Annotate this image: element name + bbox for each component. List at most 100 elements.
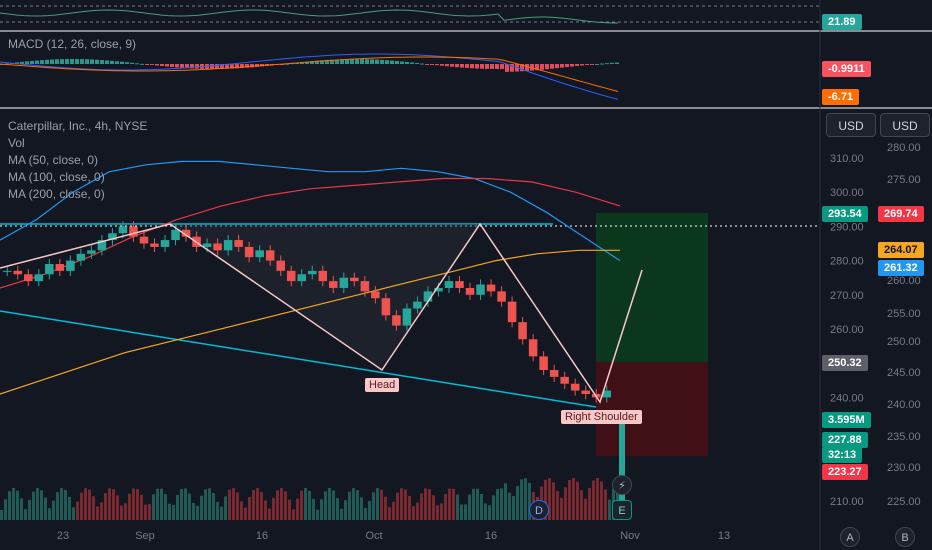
- macd-bar: [330, 59, 334, 64]
- volume-bar: [548, 478, 551, 520]
- volume-bar: [144, 504, 147, 520]
- ma-blue-tag: 261.32: [878, 260, 924, 276]
- macd-bar: [450, 64, 454, 67]
- macd-bar: [235, 64, 239, 69]
- volume-bar: [32, 491, 35, 520]
- macd-bar: [65, 59, 69, 64]
- volume-bar: [196, 505, 199, 520]
- volume-bar: [112, 489, 115, 520]
- currency-button-left[interactable]: USD: [826, 113, 876, 137]
- stop-price-tag: 250.32: [822, 355, 868, 371]
- volume-tag: 3.595M: [822, 412, 871, 428]
- volume-bar: [48, 508, 51, 520]
- chart-title: Caterpillar, Inc., 4h, NYSE: [8, 119, 148, 133]
- volume-bar: [492, 495, 495, 520]
- legend-ma50: MA (50, close, 0): [8, 153, 99, 167]
- macd-bar: [565, 64, 569, 68]
- volume-bar: [480, 494, 483, 520]
- volume-bar: [68, 496, 71, 520]
- ma-orange-tag: 264.07: [878, 242, 924, 258]
- macd-bar: [305, 61, 309, 64]
- macd-signal-line: [0, 56, 619, 92]
- volume-bar: [296, 498, 299, 520]
- volume-bar: [372, 492, 375, 520]
- head-label[interactable]: Head: [365, 378, 400, 392]
- volume-bar: [160, 488, 163, 520]
- volume-bar: [96, 506, 99, 520]
- volume-bar: [344, 500, 347, 520]
- volume-bar: [352, 488, 355, 520]
- axis-auto-button[interactable]: A: [840, 527, 860, 547]
- macd-bar: [250, 64, 254, 68]
- volume-bar: [388, 507, 391, 520]
- candle-body: [497, 291, 506, 302]
- macd-bar: [20, 61, 24, 64]
- macd-bar: [135, 63, 139, 65]
- macd-bar: [455, 64, 459, 68]
- volume-bar: [508, 492, 511, 520]
- volume-bar: [424, 488, 427, 520]
- volume-bar: [376, 488, 379, 520]
- volume-bar: [84, 488, 87, 520]
- volume-bar: [72, 507, 75, 520]
- macd-bar: [285, 63, 289, 65]
- candle-body: [360, 281, 370, 292]
- volume-bar: [4, 499, 7, 520]
- volume-bar: [280, 488, 283, 520]
- volume-bar: [300, 490, 303, 520]
- volume-bar: [12, 488, 15, 520]
- macd-bar: [390, 60, 394, 64]
- volume-bar: [320, 499, 323, 520]
- volume-bar: [264, 500, 267, 520]
- candle-body: [160, 240, 170, 247]
- candle-body: [371, 291, 380, 299]
- macd-bar: [115, 61, 119, 64]
- candle-body: [476, 284, 485, 295]
- volume-bar: [584, 498, 587, 520]
- volume-bar: [496, 489, 499, 520]
- macd-bar: [615, 62, 619, 64]
- volume-bar: [200, 495, 203, 520]
- price-tick-right: 235.00: [887, 431, 921, 443]
- price-tick-left: 260.00: [830, 324, 864, 336]
- macd-bar: [415, 62, 419, 64]
- candle-body: [507, 301, 517, 323]
- volume-bar: [316, 509, 319, 520]
- volume-bar: [356, 490, 359, 520]
- candle-body: [318, 270, 328, 282]
- macd-bar: [325, 59, 329, 64]
- right-shoulder-label[interactable]: Right Shoulder: [561, 410, 642, 424]
- volume-bar: [256, 488, 259, 520]
- macd-bar: [170, 64, 174, 67]
- currency-button-right[interactable]: USD: [880, 113, 930, 137]
- macd-bar: [470, 64, 474, 69]
- price-tick-left: 210.00: [830, 496, 864, 508]
- macd-bar: [35, 60, 39, 64]
- volume-bar: [104, 493, 107, 520]
- volume-bar: [248, 497, 251, 520]
- macd-bar: [85, 59, 89, 64]
- candle-body: [392, 315, 401, 326]
- axis-log-button[interactable]: B: [895, 527, 915, 547]
- macd-bar: [125, 62, 129, 64]
- ma-orange-line: [0, 249, 620, 395]
- macd-bar: [410, 62, 414, 64]
- earnings-marker[interactable]: E: [612, 500, 632, 520]
- dividend-marker[interactable]: D: [529, 500, 549, 520]
- volume-bar: [324, 491, 327, 520]
- countdown-tag: 32:13: [822, 447, 863, 463]
- macd-bar: [420, 63, 424, 65]
- lightning-icon[interactable]: ⚡: [612, 475, 632, 495]
- volume-bar: [220, 506, 223, 520]
- candle-body: [486, 284, 496, 292]
- price-tick-right: 255.00: [887, 308, 921, 320]
- volume-bar: [488, 505, 491, 520]
- volume-bar: [172, 504, 175, 520]
- macd-bar: [145, 64, 149, 65]
- volume-bar: [136, 488, 139, 520]
- macd-bar: [575, 64, 579, 66]
- macd-bar: [310, 61, 314, 64]
- macd-bar: [255, 64, 259, 67]
- target-right-tag: 269.74: [878, 206, 924, 222]
